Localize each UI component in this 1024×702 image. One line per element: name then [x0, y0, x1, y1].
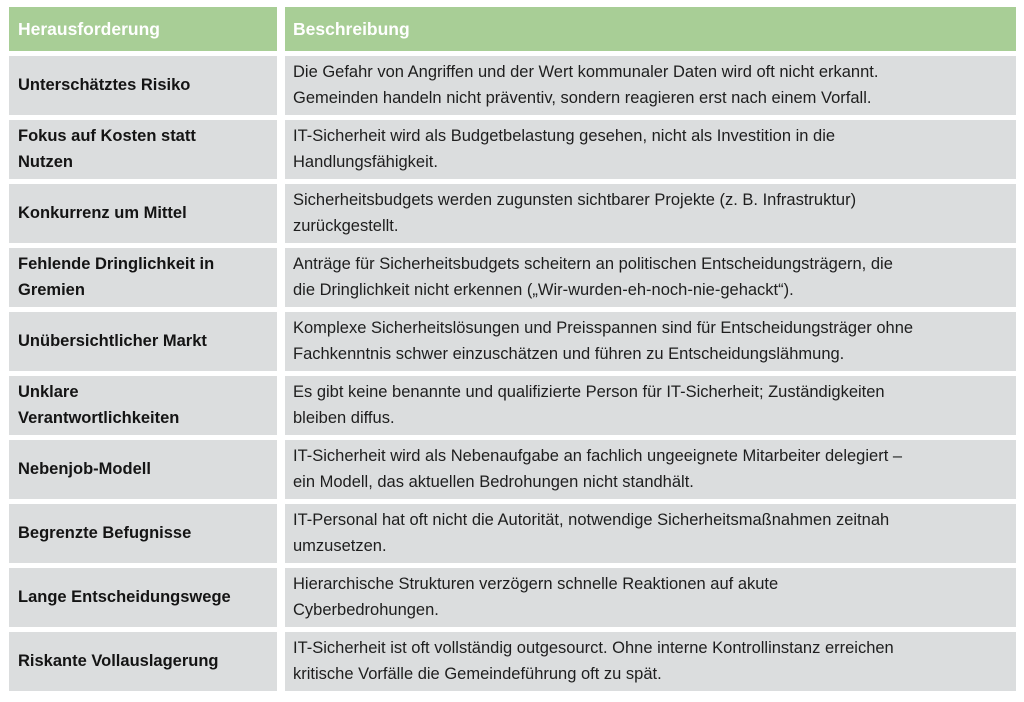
challenge-cell-line: Fokus auf Kosten statt	[18, 127, 196, 145]
challenge-cell: Fokus auf Kosten statt Nutzen	[9, 120, 277, 179]
challenge-cell-line: Riskante Vollauslagerung	[18, 651, 219, 670]
challenge-cell-line: Unklare	[18, 383, 79, 401]
challenge-cell-line: Unterschätztes Risiko	[18, 75, 191, 94]
challenge-cell-line: Fehlende Dringlichkeit in	[18, 255, 215, 273]
challenge-cell-line: Gremien	[18, 280, 85, 299]
challenge-cell: Unübersichtlicher Markt	[9, 312, 277, 371]
description-cell-line: IT-Sicherheit wird als Nebenaufgabe an f…	[293, 447, 903, 465]
description-cell-line: Anträge für Sicherheitsbudgets scheitern…	[293, 255, 893, 273]
description-cell-line: Cyberbedrohungen.	[293, 600, 439, 619]
challenge-cell: Konkurrenz um Mittel	[9, 184, 277, 243]
description-cell: Komplexe Sicherheitslösungen und Preissp…	[285, 312, 1016, 371]
description-cell-line: zurückgestellt.	[293, 216, 399, 235]
description-cell: IT-Sicherheit wird als Nebenaufgabe an f…	[285, 440, 1016, 499]
description-cell-line: Es gibt keine benannte und qualifizierte…	[293, 383, 885, 401]
challenge-cell: Begrenzte Befugnisse	[9, 504, 277, 563]
column-header-herausforderung: Herausforderung	[9, 7, 277, 51]
description-cell-line: ein Modell, das aktuellen Bedrohungen ni…	[293, 472, 694, 491]
description-cell-line: kritische Vorfälle die Gemeindeführung o…	[293, 664, 662, 683]
challenge-cell-line: Lange Entscheidungswege	[18, 587, 231, 606]
description-cell-line: Fachkenntnis schwer einzuschätzen und fü…	[293, 344, 845, 363]
description-cell-line: Komplexe Sicherheitslösungen und Preissp…	[293, 319, 914, 337]
description-cell-line: Gemeinden handeln nicht präventiv, sonde…	[293, 88, 872, 107]
description-cell: IT-Sicherheit wird als Budgetbelastung g…	[285, 120, 1016, 179]
description-cell-line: umzusetzen.	[293, 536, 387, 555]
challenge-cell: Riskante Vollauslagerung	[9, 632, 277, 691]
description-cell-line: bleiben diffus.	[293, 408, 395, 427]
description-cell: Die Gefahr von Angriffen und der Wert ko…	[285, 56, 1016, 115]
description-cell: IT-Sicherheit ist oft vollständig outges…	[285, 632, 1016, 691]
challenge-cell-line: Nutzen	[18, 152, 73, 171]
challenge-cell-line: Unübersichtlicher Markt	[18, 331, 207, 350]
challenge-cell: Unklare Verantwortlichkeiten	[9, 376, 277, 435]
challenge-cell-line: Konkurrenz um Mittel	[18, 203, 187, 222]
description-cell-line: Handlungsfähigkeit.	[293, 152, 438, 171]
description-cell: Hierarchische Strukturen verzögern schne…	[285, 568, 1016, 627]
challenges-table: Herausforderung Beschreibung Unterschätz…	[9, 7, 1016, 691]
challenge-cell-line: Begrenzte Befugnisse	[18, 523, 192, 542]
challenge-cell-line: Nebenjob-Modell	[18, 459, 151, 478]
description-cell-line: Die Gefahr von Angriffen und der Wert ko…	[293, 63, 879, 81]
challenge-cell: Fehlende Dringlichkeit in Gremien	[9, 248, 277, 307]
description-cell-line: Sicherheitsbudgets werden zugunsten sich…	[293, 191, 857, 209]
description-cell-line: die Dringlichkeit nicht erkennen („Wir-w…	[293, 280, 794, 299]
description-cell-line: IT-Sicherheit wird als Budgetbelastung g…	[293, 127, 836, 145]
challenge-cell: Nebenjob-Modell	[9, 440, 277, 499]
description-cell-line: IT-Personal hat oft nicht die Autorität,…	[293, 511, 890, 529]
challenge-cell: Unterschätztes Risiko	[9, 56, 277, 115]
challenge-cell-line: Verantwortlichkeiten	[18, 408, 180, 427]
description-cell: Es gibt keine benannte und qualifizierte…	[285, 376, 1016, 435]
description-cell: Anträge für Sicherheitsbudgets scheitern…	[285, 248, 1016, 307]
description-cell-line: Hierarchische Strukturen verzögern schne…	[293, 575, 779, 593]
column-header-beschreibung: Beschreibung	[285, 7, 1016, 51]
description-cell: IT-Personal hat oft nicht die Autorität,…	[285, 504, 1016, 563]
description-cell: Sicherheitsbudgets werden zugunsten sich…	[285, 184, 1016, 243]
challenge-cell: Lange Entscheidungswege	[9, 568, 277, 627]
description-cell-line: IT-Sicherheit ist oft vollständig outges…	[293, 639, 894, 657]
